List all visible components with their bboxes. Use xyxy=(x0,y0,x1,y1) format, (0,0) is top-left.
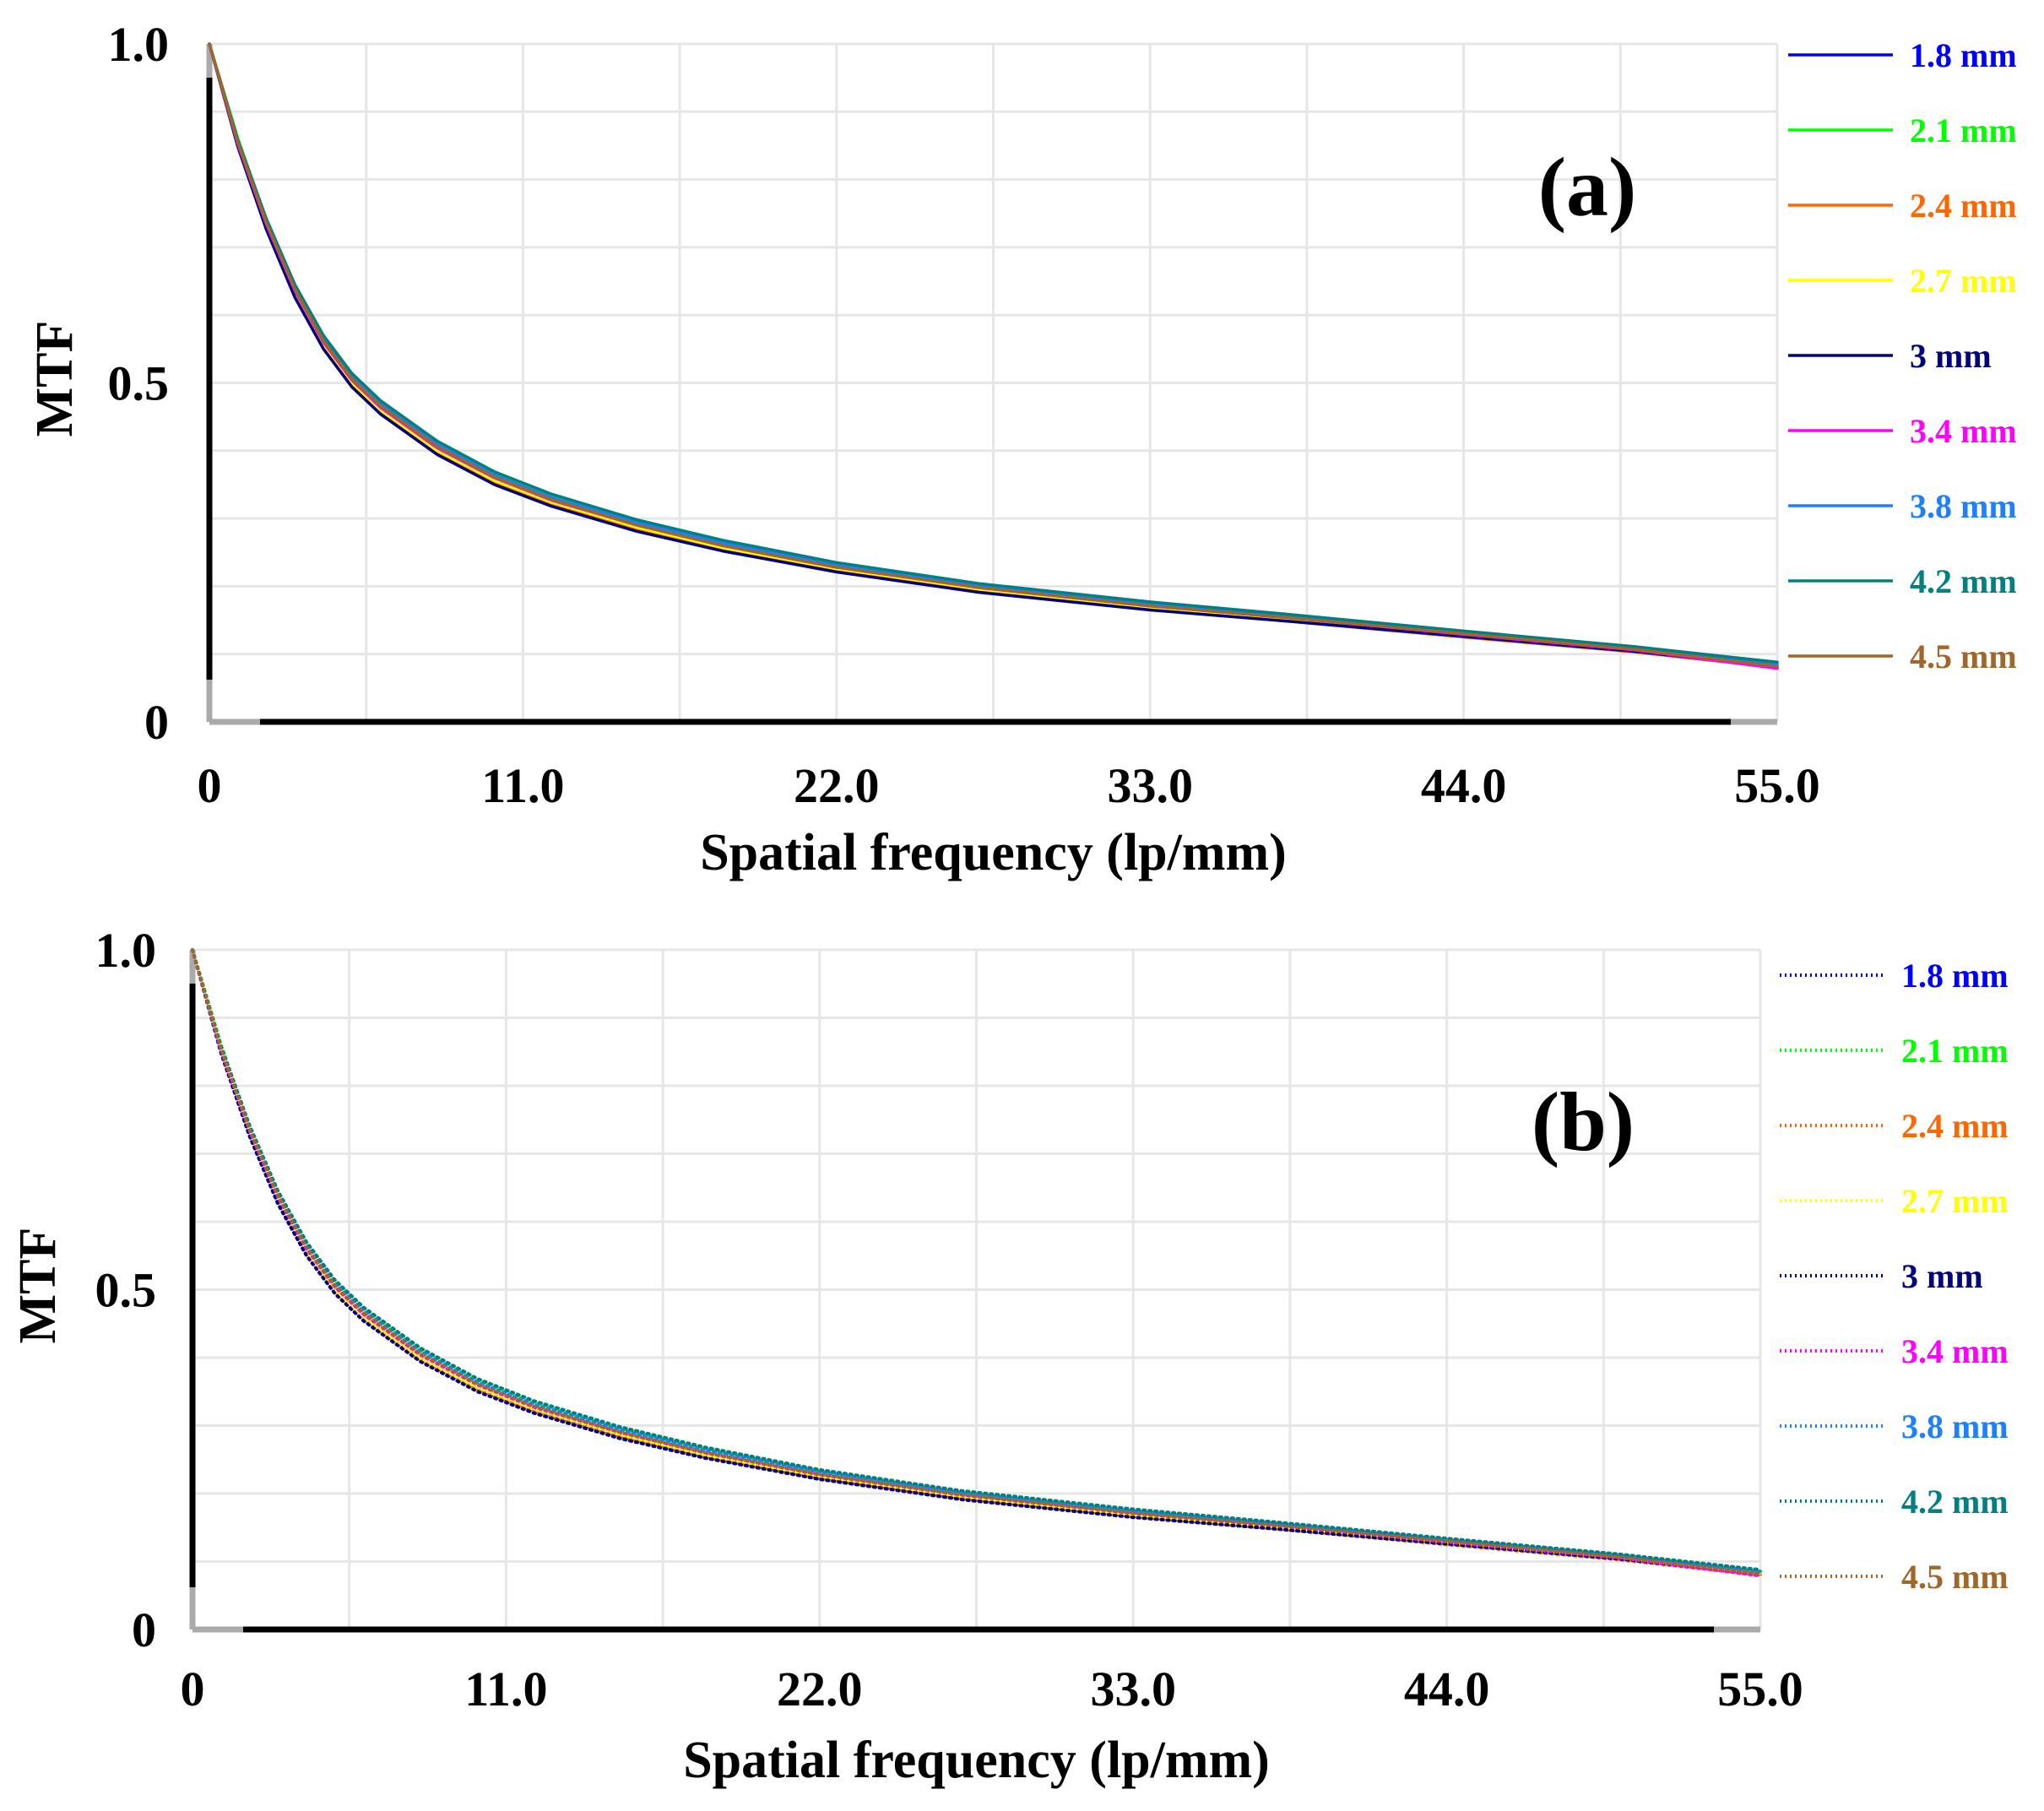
x-tick-label: 11.0 xyxy=(464,1662,547,1716)
x-tick-label: 22.0 xyxy=(777,1662,863,1716)
x-axis-title: Spatial frequency (lp/mm) xyxy=(683,1732,1270,1789)
legend-label: 4.2 mm xyxy=(1901,1483,2009,1521)
legend-label: 3.4 mm xyxy=(1901,1332,2009,1370)
x-tick-label: 11.0 xyxy=(481,758,564,813)
legend: 1.8 mm 2.1 mm 2.4 mm 2.7 mm 3 mm 3.4 mm 3.8 mm… xyxy=(1780,957,2009,1596)
y-axis-title: MTF xyxy=(26,321,84,437)
legend-label: 4.2 mm xyxy=(1910,562,2017,600)
y-tick-label: 0 xyxy=(132,1602,156,1657)
legend-label: 3.4 mm xyxy=(1910,412,2017,450)
panel-label: (b) xyxy=(1532,1075,1635,1168)
legend-label: 2.7 mm xyxy=(1910,262,2017,300)
y-tick-label: 0 xyxy=(144,695,169,750)
legend-label: 2.1 mm xyxy=(1910,111,2017,149)
legend-label: 1.8 mm xyxy=(1901,957,2009,995)
x-tick-label: 33.0 xyxy=(1090,1662,1176,1716)
series-line-4_5-mm xyxy=(191,948,1762,1575)
panel-label: (a) xyxy=(1538,140,1637,234)
x-tick-label: 44.0 xyxy=(1404,1662,1490,1716)
panel-a: 0 11.0 22.0 33.0 44.0 55.0 0 0.5 1.0 Spatial freq… xyxy=(26,17,2017,881)
legend-label: 2.4 mm xyxy=(1910,187,2017,225)
y-tick-label: 0.5 xyxy=(108,356,170,411)
series-line-4_2-mm xyxy=(191,948,1762,1572)
y-tick-label: 1.0 xyxy=(108,17,170,72)
panel-b: 0 11.0 22.0 33.0 44.0 55.0 0 0.5 1.0 Spatial freq… xyxy=(9,923,2009,1789)
legend-label: 2.4 mm xyxy=(1901,1107,2009,1145)
series-line-3-mm xyxy=(191,948,1762,1576)
x-tick-label: 33.0 xyxy=(1107,758,1193,813)
series-line-4_5-mm xyxy=(208,42,1779,668)
x-tick-label: 0 xyxy=(181,1662,205,1716)
legend-label: 3 mm xyxy=(1901,1257,1983,1295)
series-line-3-mm xyxy=(208,42,1779,669)
x-axis-title: Spatial frequency (lp/mm) xyxy=(700,824,1287,881)
x-tick-label: 0 xyxy=(198,758,222,813)
y-axis-title: MTF xyxy=(9,1228,67,1344)
legend-label: 2.1 mm xyxy=(1901,1032,2009,1070)
legend: 1.8 mm 2.1 mm 2.4 mm 2.7 mm 3 mm 3.4 mm 3.8 mm… xyxy=(1788,36,2017,675)
legend-label: 2.7 mm xyxy=(1901,1182,2009,1220)
x-tick-label: 55.0 xyxy=(1717,1662,1803,1716)
legend-label: 3.8 mm xyxy=(1901,1407,2009,1445)
legend-label: 4.5 mm xyxy=(1910,637,2017,675)
legend-label: 3.8 mm xyxy=(1910,487,2017,525)
y-tick-label: 1.0 xyxy=(95,923,157,978)
y-tick-label: 0.5 xyxy=(95,1263,157,1318)
legend-label: 3 mm xyxy=(1910,337,1992,375)
x-tick-label: 44.0 xyxy=(1421,758,1507,813)
x-tick-label: 22.0 xyxy=(794,758,880,813)
series-line-4_2-mm xyxy=(208,42,1779,664)
grid-lines xyxy=(191,948,1762,1631)
legend-label: 4.5 mm xyxy=(1901,1558,2009,1596)
x-tick-label: 55.0 xyxy=(1734,758,1820,813)
legend-label: 1.8 mm xyxy=(1910,36,2017,74)
